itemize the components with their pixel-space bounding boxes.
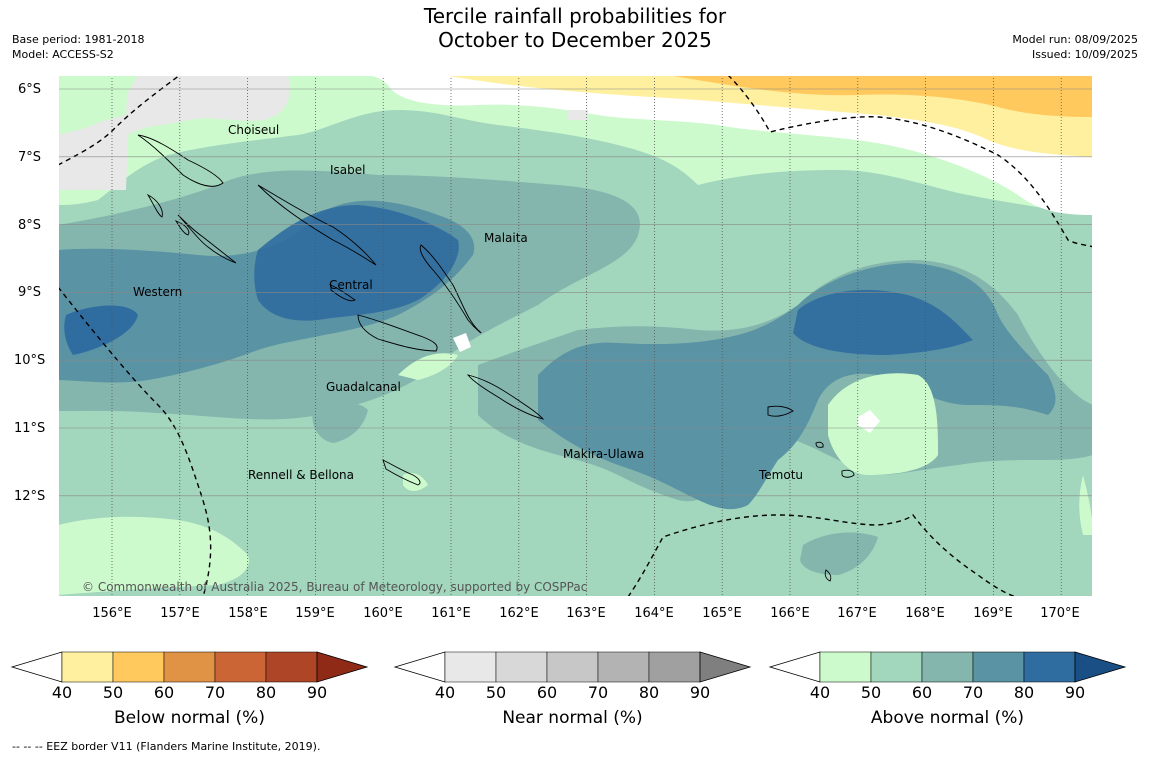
place-label-isabel: Isabel [330,163,366,177]
lon-label-170e: 170°E [1040,606,1080,621]
lon-label-159e: 159°E [295,606,335,621]
colorbar-tick-label: 40 [434,683,456,702]
colorbar-segment [112,651,165,683]
colorbar-segment [265,651,318,683]
region-above-40-south [58,516,249,595]
lon-label-169e: 169°E [973,606,1013,621]
colorbar-tick-label: 60 [153,683,175,702]
lon-label-163e: 163°E [566,606,606,621]
place-label-makira-ulawa: Makira-Ulawa [563,447,645,461]
lon-label-164e: 164°E [634,606,674,621]
colorbar-extend-low [393,651,446,683]
colorbar-tick-label: 40 [51,683,73,702]
colorbar-tick-label: 90 [1064,683,1086,702]
place-label-central: Central [329,278,373,292]
region-above-80-central [254,205,459,321]
place-label-guadalcanal: Guadalcanal [326,380,401,394]
lat-label-8s: 8°S [18,218,42,233]
colorbar-tick-label: 50 [860,683,882,702]
colorbar-tick-label: 90 [689,683,711,702]
place-label-rennell-bellona: Rennell & Bellona [248,468,355,482]
lon-label-165e: 165°E [702,606,742,621]
colorbar-segment [1023,651,1076,683]
region-above-80-east [793,289,973,355]
eez-borders [58,75,1093,597]
colorbar-near-normal [393,651,752,683]
lon-label-161e: 161°E [431,606,471,621]
colorbar-title: Near normal (%) [502,708,643,728]
lat-label-11s: 11°S [14,421,46,436]
lon-label-166e: 166°E [770,606,810,621]
colorbar-segment [921,651,974,683]
region-below-60 [668,75,1093,117]
region-near-40 [58,75,290,190]
eez-footnote: -- -- -- EEZ border V11 (Flanders Marine… [12,740,321,753]
colorbar-tick-label: 70 [204,683,226,702]
colorbar-tick-label: 70 [587,683,609,702]
colorbar-tick-label: 80 [1013,683,1035,702]
model-name: Model: ACCESS-S2 [12,48,114,61]
lat-label-10s: 10°S [14,353,46,368]
lon-label-156e: 156°E [92,606,132,621]
region-above-40-east [828,373,938,475]
title-line-1: Tercile rainfall probabilities for [423,4,727,28]
colorbar-tick-label: 80 [638,683,660,702]
colorbar-extend-high [699,651,752,683]
colorbar-segment [214,651,267,683]
colorbar-extend-high [1074,651,1127,683]
lon-label-167e: 167°E [837,606,877,621]
colorbar-segment [870,651,923,683]
lon-label-160e: 160°E [363,606,403,621]
lon-label-158e: 158°E [228,606,268,621]
colorbar-segment [546,651,599,683]
colorbar-extend-low [10,651,63,683]
colorbar-tick-label: 60 [536,683,558,702]
colorbar-extend-high [316,651,369,683]
meta-left: Base period: 1981-2018 Model: ACCESS-S2 [12,32,144,62]
map-title: Tercile rainfall probabilities for Octob… [0,4,1150,52]
place-label-malaita: Malaita [484,231,528,245]
colorbar-segment [819,651,872,683]
colorbar-below-normal [10,651,369,683]
issued-date: Issued: 10/09/2025 [1031,48,1138,61]
colorbars [10,651,1127,683]
lat-label-7s: 7°S [18,150,42,165]
model-run: Model run: 08/09/2025 [1012,33,1138,46]
colorbar-title: Above normal (%) [870,708,1025,728]
meta-right: Model run: 08/09/2025 Issued: 10/09/2025 [1012,32,1138,62]
colorbar-segment [648,651,701,683]
copyright-notice: © Commonwealth of Australia 2025, Bureau… [82,580,588,594]
colorbar-extend-low [768,651,821,683]
colorbar-tick-label: 50 [102,683,124,702]
colorbar-tick-label: 90 [306,683,328,702]
colorbar-title: Below normal (%) [114,708,265,728]
colorbar-segment [597,651,650,683]
lon-label-162e: 162°E [499,606,539,621]
graticule [58,75,1093,597]
colorbar-segment [444,651,497,683]
lon-label-157e: 157°E [160,606,200,621]
base-period: Base period: 1981-2018 [12,33,145,46]
colorbar-tick-label: 80 [255,683,277,702]
colorbar-tick-label: 70 [962,683,984,702]
coastlines [137,134,855,582]
rainfall-map [58,75,1093,597]
colorbar-segment [61,651,114,683]
title-line-2: October to December 2025 [438,28,712,52]
colorbar-segment [163,651,216,683]
colorbar-tick-label: 50 [485,683,507,702]
colorbar-tick-label: 60 [911,683,933,702]
place-label-choiseul: Choiseul [228,123,280,137]
place-label-western: Western [133,285,183,299]
lat-label-12s: 12°S [14,489,46,504]
place-label-temotu: Temotu [759,468,804,482]
lat-label-9s: 9°S [18,285,42,300]
colorbar-segment [972,651,1025,683]
colorbar-segment [495,651,548,683]
colorbar-above-normal [768,651,1127,683]
lon-label-168e: 168°E [905,606,945,621]
colorbar-tick-label: 40 [809,683,831,702]
lat-label-6s: 6°S [18,82,42,97]
